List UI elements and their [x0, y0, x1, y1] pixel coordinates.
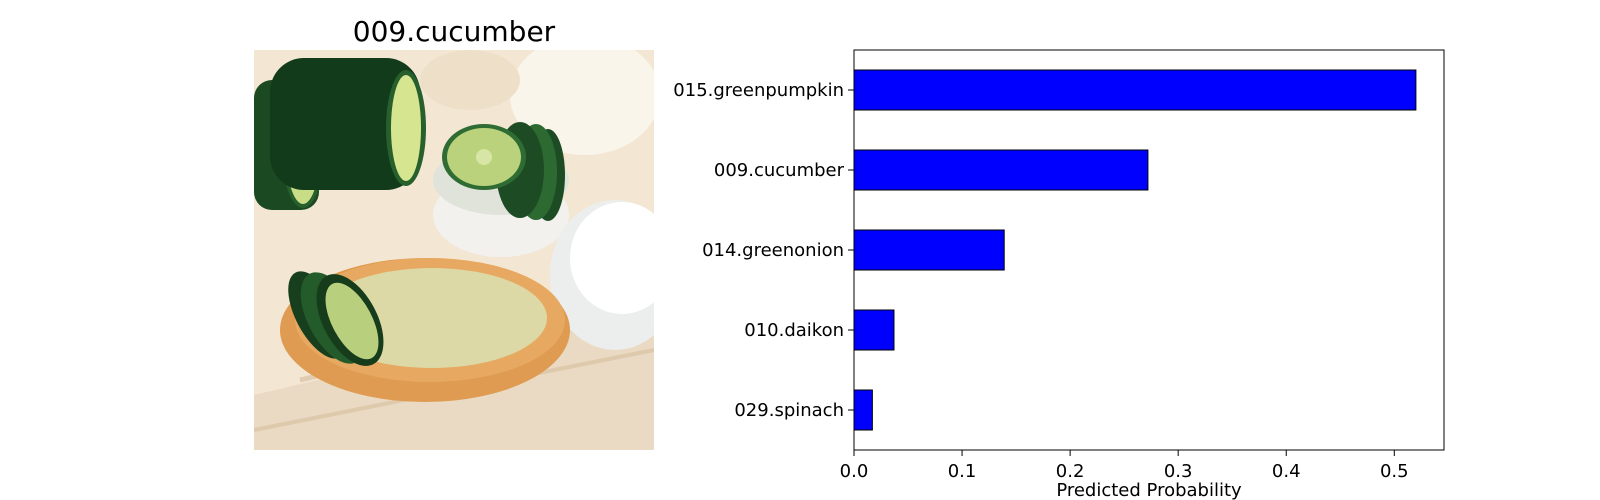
- small-white-bowl: [433, 122, 569, 257]
- y-tick-label: 014.greenonion: [702, 240, 844, 261]
- bar-014.greenonion: [853, 229, 1005, 271]
- x-tick-label: 0.4: [1272, 461, 1301, 482]
- bar-009.cucumber: [853, 149, 1149, 191]
- x-ticks: 0.0 0.1 0.2 0.3 0.4 0.5: [840, 450, 1409, 482]
- white-salt-bowl: [550, 200, 654, 350]
- x-tick-label: 0.3: [1164, 461, 1193, 482]
- y-tick-label: 029.spinach: [734, 400, 844, 421]
- y-tick-label: 010.daikon: [744, 320, 844, 341]
- bar-029.spinach: [853, 389, 873, 431]
- probability-bar-chart: 015.greenpumpkin 009.cucumber 014.greenoni…: [673, 49, 1445, 500]
- plot-frame: [853, 49, 1445, 451]
- x-tick-label: 0.5: [1380, 461, 1409, 482]
- bar-015.greenpumpkin: [853, 69, 1417, 111]
- wooden-bowl: [280, 258, 570, 402]
- image-title: 009.cucumber: [353, 15, 556, 48]
- x-axis-label: Predicted Probability: [1056, 480, 1242, 500]
- y-tick-label: 009.cucumber: [714, 160, 845, 181]
- x-tick-label: 0.1: [948, 461, 977, 482]
- whole-cucumber-back: [270, 58, 426, 190]
- bar-010.daikon: [853, 309, 895, 351]
- bars: [853, 69, 1417, 431]
- cucumber-photo: [254, 50, 654, 450]
- x-tick-label: 0.2: [1056, 461, 1085, 482]
- y-tick-labels: 015.greenpumpkin 009.cucumber 014.greenoni…: [673, 80, 854, 421]
- x-tick-label: 0.0: [840, 461, 869, 482]
- y-tick-label: 015.greenpumpkin: [673, 80, 844, 101]
